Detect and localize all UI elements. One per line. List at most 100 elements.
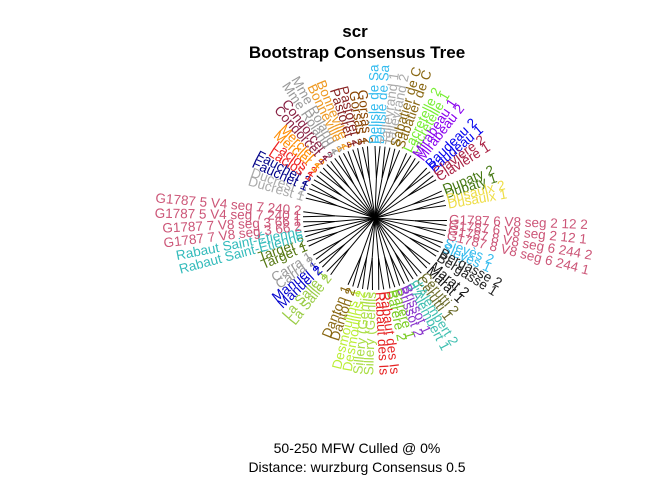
- tree-branch: [412, 195, 444, 205]
- tree-branch: [319, 171, 346, 192]
- tree-branch: [366, 257, 373, 290]
- tree-branch: [368, 178, 376, 219]
- caption-mfw: 50-250 MFW Culled @ 0%: [274, 440, 441, 456]
- tree-branch: [326, 248, 350, 272]
- tree-branch: [321, 243, 346, 268]
- leaf-label: G1787 5 V4 seg 7 240 1: [155, 206, 302, 224]
- caption-distance: Distance: wurzburg Consensus 0.5: [248, 459, 465, 475]
- tree-branch: [374, 217, 410, 239]
- tree-branch: [313, 239, 342, 256]
- tree-branch: [414, 220, 447, 227]
- tree-branch: [374, 145, 377, 179]
- tree-branch: [334, 158, 355, 185]
- tree-branch: [374, 209, 415, 219]
- tree-branch: [374, 190, 406, 219]
- tree-branch: [313, 179, 343, 197]
- tree-branch: [375, 146, 381, 179]
- tree-branch: [335, 217, 376, 222]
- tree-branch: [335, 217, 376, 228]
- tree-branch: [374, 217, 415, 222]
- tree-branch: [303, 211, 336, 217]
- tree-branch: [336, 205, 376, 219]
- tree-branch: [302, 215, 336, 218]
- tree-branch: [358, 181, 376, 219]
- leaf-label: Sillery (Genlis: [361, 291, 379, 375]
- tree-branch: [344, 217, 376, 245]
- tree-branch: [338, 200, 376, 219]
- tree-branch: [344, 190, 376, 219]
- tree-branch: [357, 148, 365, 180]
- tree-branch: [341, 217, 376, 241]
- tree-branch: [352, 255, 362, 287]
- tree-branch: [335, 215, 376, 219]
- tree-branch: [305, 226, 337, 238]
- tree-branch: [366, 146, 370, 179]
- tree-branch: [413, 200, 446, 211]
- tree-branch: [366, 217, 376, 258]
- leaf-label: Delisle de Sa: [372, 64, 393, 145]
- plot-title: scr: [342, 22, 368, 41]
- tree-branch: [347, 255, 362, 285]
- leaf-label: Gorsas 2: [355, 89, 376, 145]
- tree-branch: [353, 183, 376, 219]
- tree-branch: [381, 147, 391, 179]
- tree-branch: [399, 249, 418, 277]
- leaf-label: G1787 6 V8 seg 2 12 2: [449, 212, 588, 232]
- tree-branch: [303, 220, 336, 228]
- tree-branch: [404, 167, 428, 192]
- tree-branch: [414, 205, 446, 211]
- plot-subtitle: Bootstrap Consensus Tree: [249, 43, 465, 62]
- leaf-label: Rabaut des Is: [372, 291, 391, 375]
- tree-branch: [308, 231, 338, 247]
- tree-branch: [304, 226, 337, 233]
- tree-branch: [377, 257, 385, 290]
- tree-branch: [374, 217, 391, 256]
- tree-branch: [394, 252, 414, 280]
- tree-branch: [374, 182, 395, 219]
- tree-branch: [330, 248, 350, 276]
- tree-branch: [398, 160, 420, 186]
- tree-branch: [374, 185, 399, 219]
- tree-branch: [352, 149, 365, 180]
- tree-branch: [404, 171, 431, 192]
- tree-branch: [409, 237, 437, 257]
- tree-branch: [374, 217, 401, 250]
- tree-branch: [305, 197, 338, 207]
- tree-branch: [374, 178, 377, 219]
- tree-branch: [413, 225, 446, 236]
- tree-branch: [399, 249, 422, 274]
- tree-branch: [374, 217, 379, 258]
- tree-branch: [374, 217, 386, 257]
- tree-branch: [389, 254, 405, 284]
- tree-branch: [322, 167, 346, 192]
- tree-branch: [407, 179, 437, 197]
- tree-branch: [393, 153, 408, 183]
- tree-branch: [330, 160, 350, 188]
- tree-branch: [360, 217, 376, 256]
- tree-branch: [363, 179, 376, 219]
- tree-branch: [389, 254, 401, 286]
- tree-branch: [362, 146, 370, 179]
- tree-branch: [306, 231, 338, 242]
- tree-branch: [342, 153, 360, 182]
- tree-branch: [374, 179, 388, 219]
- tree-branch: [409, 237, 439, 253]
- leaf-label: Delisle de Sa: [367, 64, 382, 144]
- tree-branch: [362, 257, 368, 289]
- tree-branch: [384, 256, 396, 288]
- tree-branch: [386, 150, 401, 181]
- tree-branch: [347, 151, 360, 182]
- tree-branch: [404, 244, 428, 269]
- tree-branch: [348, 217, 376, 249]
- tree-branch: [309, 188, 340, 201]
- tree-branch: [348, 187, 376, 219]
- tree-branch: [307, 192, 338, 207]
- tree-branch: [393, 155, 412, 183]
- tree-branch: [311, 183, 340, 201]
- tree-branch: [384, 256, 391, 289]
- tree-branch: [398, 158, 416, 186]
- tree-branch: [326, 164, 350, 188]
- tree-branch: [411, 232, 441, 248]
